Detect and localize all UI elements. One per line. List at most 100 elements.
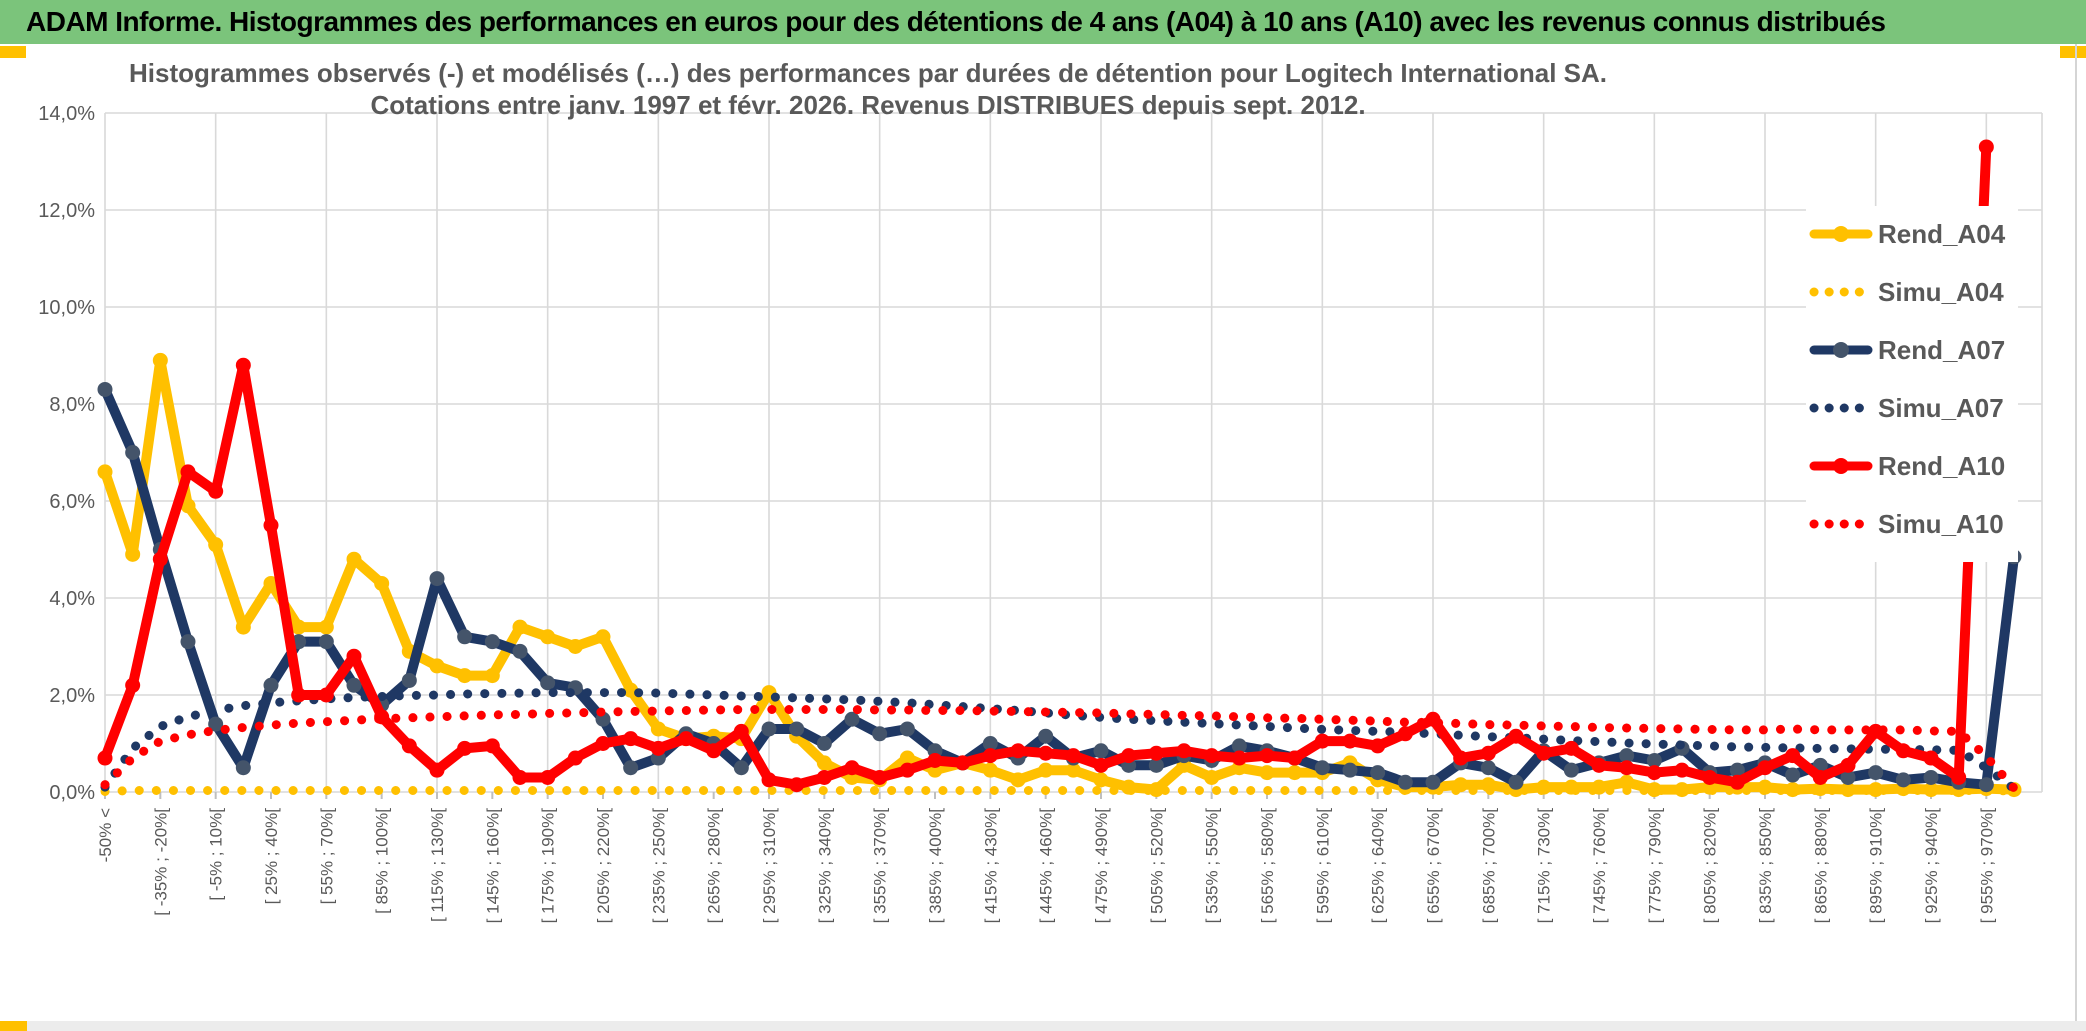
legend-item-Simu_A07[interactable]: Simu_A07 xyxy=(1809,393,2004,423)
series-marker-Rend_A10 xyxy=(401,738,417,754)
series-marker-Rend_A04 xyxy=(346,551,362,567)
series-marker-Rend_A10 xyxy=(263,517,279,533)
series-marker-Rend_A10 xyxy=(180,464,196,480)
x-tick-label: [ 955% ; 970%[ xyxy=(1977,808,1996,924)
legend-swatch-marker xyxy=(1833,342,1849,358)
legend-background xyxy=(1806,206,2018,562)
legend-item-Rend_A10[interactable]: Rend_A10 xyxy=(1809,451,2005,481)
series-marker-Rend_A04 xyxy=(263,575,279,591)
series-marker-Rend_A07 xyxy=(899,721,915,737)
series-marker-Rend_A07 xyxy=(429,571,445,587)
x-tick-label: [ 295% ; 310%[ xyxy=(760,808,779,924)
series-marker-Rend_A07 xyxy=(346,677,362,693)
series-marker-Rend_A10 xyxy=(1729,774,1745,790)
series-marker-Rend_A07 xyxy=(235,760,251,776)
x-tick-label: [ -35% ; -20%[ xyxy=(151,808,170,916)
series-marker-Rend_A10 xyxy=(1563,740,1579,756)
series-line-Rend_A07 xyxy=(100,384,2019,790)
legend-item-Rend_A07[interactable]: Rend_A07 xyxy=(1809,335,2005,365)
series-marker-Rend_A10 xyxy=(346,648,362,664)
x-tick-label: [ 325% ; 340%[ xyxy=(815,808,834,924)
legend-label: Rend_A07 xyxy=(1878,335,2005,365)
series-marker-Rend_A04 xyxy=(457,668,473,684)
series-marker-Rend_A10 xyxy=(1231,750,1247,766)
x-tick-label: -50% < xyxy=(96,808,115,862)
y-tick-label: 2,0% xyxy=(49,685,95,707)
series-marker-Rend_A04 xyxy=(540,629,556,645)
y-tick-label: 4,0% xyxy=(49,588,95,610)
series-marker-Rend_A04 xyxy=(512,619,528,635)
series-marker-Rend_A07 xyxy=(263,677,279,693)
series-marker-Rend_A04 xyxy=(429,658,445,674)
series-marker-Rend_A07 xyxy=(1978,777,1994,793)
series-marker-Rend_A10 xyxy=(1480,745,1496,761)
series-marker-Rend_A10 xyxy=(318,687,334,703)
series-marker-Rend_A07 xyxy=(1729,762,1745,778)
series-marker-Rend_A10 xyxy=(1591,757,1607,773)
legend-swatch-marker xyxy=(1833,458,1849,474)
series-marker-Rend_A07 xyxy=(1148,757,1164,773)
series-marker-Rend_A07 xyxy=(982,736,998,751)
series-marker-Rend_A10 xyxy=(595,736,611,751)
series-marker-Rend_A10 xyxy=(567,750,583,766)
series-marker-Rend_A10 xyxy=(1785,748,1801,764)
series-marker-Rend_A10 xyxy=(1121,748,1137,764)
x-tick-label: [ 535% ; 550%[ xyxy=(1203,808,1222,924)
series-marker-Rend_A10 xyxy=(97,750,113,766)
series-marker-Rend_A04 xyxy=(235,619,251,635)
series-marker-Rend_A10 xyxy=(955,755,971,771)
series-marker-Rend_A10 xyxy=(872,769,888,785)
series-marker-Rend_A07 xyxy=(761,721,777,737)
series-marker-Rend_A07 xyxy=(1093,743,1109,759)
performance-histogram-chart: Histogrammes observés (-) et modélisés (… xyxy=(38,58,2043,923)
series-marker-Rend_A07 xyxy=(1397,774,1413,790)
report-title-bar: ADAM Informe. Histogrammes des performan… xyxy=(0,0,2086,44)
series-marker-Rend_A10 xyxy=(1148,745,1164,761)
y-tick-label: 12,0% xyxy=(38,200,95,222)
series-marker-Rend_A04 xyxy=(1038,762,1054,778)
x-tick-label: [ 145% ; 160%[ xyxy=(483,808,502,924)
legend-label: Rend_A10 xyxy=(1878,451,2005,481)
series-marker-Rend_A04 xyxy=(1619,774,1635,790)
gold-accent-left xyxy=(0,46,26,58)
series-marker-Rend_A04 xyxy=(1259,765,1275,781)
x-tick-label: [ 625% ; 640%[ xyxy=(1369,808,1388,924)
x-tick-label: [ 355% ; 370%[ xyxy=(871,808,890,924)
legend-item-Rend_A04[interactable]: Rend_A04 xyxy=(1809,219,2006,249)
x-tick-label: [ 685% ; 700%[ xyxy=(1479,808,1498,924)
series-marker-Rend_A07 xyxy=(1370,765,1386,781)
series-marker-Rend_A04 xyxy=(318,619,334,635)
x-tick-label: [ 505% ; 520%[ xyxy=(1147,808,1166,924)
chart-right-border xyxy=(2075,44,2077,1031)
series-marker-Rend_A10 xyxy=(1757,760,1773,776)
legend-item-Simu_A04[interactable]: Simu_A04 xyxy=(1809,277,2004,307)
series-marker-Rend_A10 xyxy=(512,769,528,785)
x-tick-label: [ 415% ; 430%[ xyxy=(981,808,1000,924)
legend-item-Simu_A10[interactable]: Simu_A10 xyxy=(1809,509,2004,539)
series-marker-Rend_A10 xyxy=(623,731,639,747)
series-line-Rend_A10 xyxy=(100,141,1992,790)
series-marker-Rend_A04 xyxy=(484,668,500,684)
series-marker-Rend_A04 xyxy=(125,546,141,562)
bottom-scroll-strip[interactable] xyxy=(0,1021,2086,1031)
series-marker-Rend_A04 xyxy=(180,498,196,514)
series-marker-Rend_A07 xyxy=(1923,769,1939,785)
series-line-Simu_A10 xyxy=(100,705,2019,793)
series-marker-Rend_A07 xyxy=(1038,728,1054,744)
x-tick-label: [ 655% ; 670%[ xyxy=(1424,808,1443,924)
x-axis-labels: -50% < [ -35% ; -20%[[ -5% ; 10%[[ 25% ; … xyxy=(96,792,1996,923)
y-tick-label: 0,0% xyxy=(49,782,95,804)
series-marker-Rend_A10 xyxy=(1702,769,1718,785)
series-marker-Rend_A07 xyxy=(1508,774,1524,790)
series-marker-Rend_A07 xyxy=(540,675,556,691)
y-axis-labels: 0,0% 2,0% 4,0% 6,0% 8,0% 10,0% 12,0% 14,0% xyxy=(38,103,95,804)
grid-layer xyxy=(104,112,2043,793)
series-marker-Rend_A10 xyxy=(844,760,860,776)
series-marker-Rend_A04 xyxy=(97,464,113,480)
series-marker-Rend_A10 xyxy=(1812,769,1828,785)
series-marker-Rend_A10 xyxy=(982,748,998,764)
series-marker-Rend_A07 xyxy=(1231,738,1247,754)
series-marker-Rend_A10 xyxy=(152,551,168,567)
x-tick-label: [ 445% ; 460%[ xyxy=(1037,808,1056,924)
x-tick-label: [ 235% ; 250%[ xyxy=(649,808,668,924)
